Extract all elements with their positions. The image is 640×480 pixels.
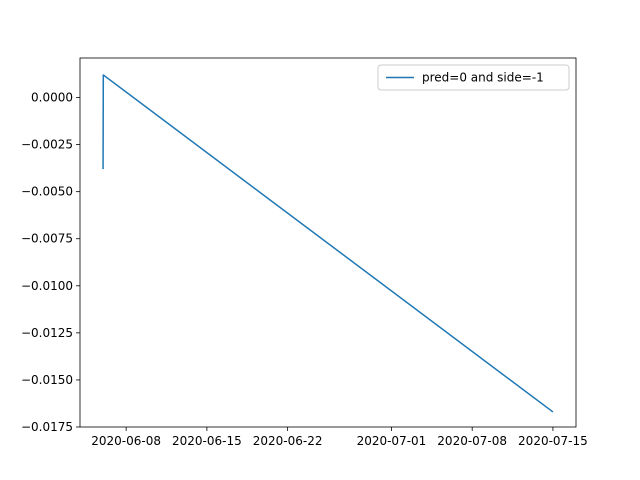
plot-frame (79, 57, 577, 428)
legend: pred=0 and side=-1 (377, 64, 570, 91)
y-tick-label: −0.0050 (21, 185, 73, 199)
x-tick-label: 2020-06-22 (253, 434, 323, 448)
y-tick-label: 0.0000 (31, 91, 73, 105)
y-tick-label: −0.0100 (21, 279, 73, 293)
series-line-0 (102, 74, 554, 413)
y-tick-label: −0.0150 (21, 373, 73, 387)
x-tick-label: 2020-07-08 (437, 434, 507, 448)
series-layer (102, 74, 554, 413)
legend-label: pred=0 and side=-1 (422, 71, 544, 85)
y-tick-label: −0.0025 (21, 138, 73, 152)
x-tick-label: 2020-07-01 (357, 434, 427, 448)
x-tick-label: 2020-06-08 (91, 434, 161, 448)
x-tick-label: 2020-06-15 (172, 434, 242, 448)
axes-layer: 2020-06-08 2020-06-15 2020-06-22 2020-07-01… (21, 57, 588, 448)
y-tick-label: −0.0125 (21, 326, 73, 340)
x-tick-label: 2020-07-15 (518, 434, 588, 448)
y-tick-label: −0.0075 (21, 232, 73, 246)
y-tick-label: −0.0175 (21, 420, 73, 434)
legend-box (377, 64, 570, 91)
